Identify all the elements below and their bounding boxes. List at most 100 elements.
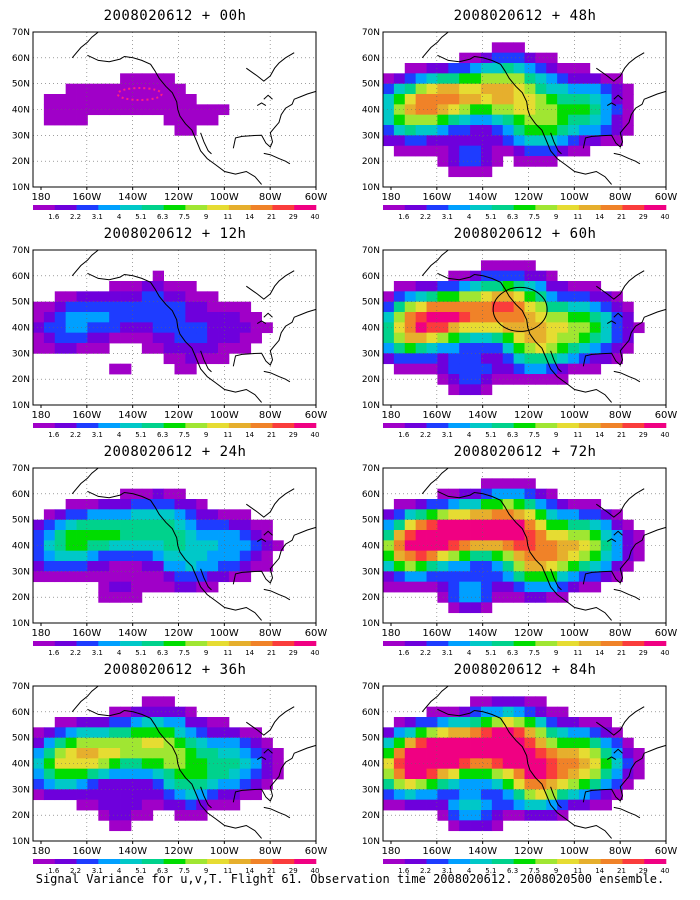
variance-cell [404, 332, 417, 344]
variance-cell [426, 114, 438, 126]
x-tick-label: 60W [655, 846, 678, 857]
variance-cell [54, 301, 67, 313]
variance-cell [383, 332, 395, 344]
variance-cell [130, 83, 143, 95]
variance-cell [524, 519, 536, 531]
variance-cell [393, 727, 406, 739]
variance-cell [600, 727, 612, 739]
variance-cell [383, 104, 395, 116]
variance-cell [383, 768, 395, 780]
coastline [263, 94, 273, 100]
variance-cell [611, 114, 623, 126]
variance-cell [459, 571, 471, 583]
panel-48h: 2008020612 + 48h 180 160W 140W 120W 100W 80W 6… [350, 0, 700, 220]
variance-cell [611, 779, 623, 790]
variance-cell [578, 312, 591, 323]
colorbar-label: 2.2 [420, 431, 431, 438]
variance-cell [185, 499, 197, 510]
variance-cell [535, 540, 547, 552]
variance-cell [470, 363, 482, 375]
variance-cell [448, 519, 460, 531]
variance-cell [65, 748, 77, 759]
colorbar-label: 2.2 [70, 213, 81, 220]
variance-cell [470, 550, 482, 562]
colorbar-label: 4 [467, 213, 472, 220]
variance-cell [43, 748, 56, 759]
variance-cell [491, 581, 504, 593]
coastlines [421, 467, 667, 621]
variance-cell [152, 706, 165, 718]
variance-cell [426, 737, 438, 749]
variance-cell [568, 312, 580, 323]
variance-cell [383, 530, 395, 541]
variance-cell [546, 353, 558, 365]
coastline [232, 526, 317, 585]
variance-cell [141, 706, 154, 718]
variance-cell [480, 114, 493, 126]
variance-cell [426, 312, 438, 323]
coastline [256, 538, 267, 543]
variance-cell [218, 343, 230, 354]
variance-cell [404, 561, 417, 572]
variance-cell [33, 312, 45, 323]
variance-cell [228, 322, 241, 334]
y-tick-label: 30N [12, 785, 30, 795]
variance-cell [120, 301, 132, 313]
variance-cell [622, 561, 634, 572]
variance-cell [109, 540, 121, 552]
variance-cell [383, 291, 395, 303]
variance-cell [622, 332, 634, 344]
variance-cell [141, 281, 154, 292]
variance-cell [535, 270, 547, 282]
variance-cell [228, 540, 241, 552]
variance-cell [426, 571, 438, 583]
variance-cell [141, 799, 154, 811]
colorbar-swatch [76, 859, 99, 864]
variance-cell [404, 727, 417, 739]
variance-cell [163, 94, 175, 105]
variance-cell [185, 301, 197, 313]
variance-cell [174, 737, 186, 749]
variance-cell [480, 281, 493, 292]
variance-cell [502, 530, 515, 541]
variance-cell [491, 499, 504, 510]
variance-cell [459, 166, 471, 178]
variance-cell [141, 104, 154, 116]
colorbar-swatch [120, 205, 143, 210]
variance-cell [470, 312, 482, 323]
variance-cell [448, 789, 460, 801]
variance-cell [415, 717, 427, 728]
variance-cell [611, 540, 623, 552]
variance-cell [76, 499, 88, 510]
variance-cell [480, 758, 493, 770]
variance-cell [589, 312, 602, 323]
panel-12h: 2008020612 + 12h 180 160W 140W 120W 100W 80W 6… [0, 218, 350, 438]
variance-cell [437, 717, 449, 728]
variance-cell [502, 322, 515, 334]
colorbar-label: 1.6 [48, 649, 60, 656]
variance-cell [141, 332, 154, 344]
variance-cell [109, 737, 121, 749]
variance-cell [207, 550, 219, 562]
variance-cell [600, 509, 612, 521]
x-tick-label: 80W [609, 192, 632, 203]
variance-cell [33, 322, 45, 334]
variance-cell [459, 384, 471, 396]
variance-cell [524, 488, 536, 500]
variance-cell [459, 737, 471, 749]
variance-cell [524, 789, 536, 801]
variance-cell [524, 509, 536, 521]
coastline [87, 708, 262, 839]
coastline [263, 806, 291, 819]
variance-cell [228, 799, 241, 811]
variance-cell [622, 125, 634, 136]
y-tick-label: 20N [12, 375, 30, 385]
colorbar-label: 3.1 [92, 649, 103, 656]
variance-cell [185, 727, 197, 739]
coastlines [421, 249, 667, 403]
variance-cell [513, 312, 525, 323]
y-tick-label: 40N [362, 106, 380, 116]
variance-cell [448, 104, 460, 116]
variance-cell [54, 540, 67, 552]
variance-cell [437, 799, 449, 811]
